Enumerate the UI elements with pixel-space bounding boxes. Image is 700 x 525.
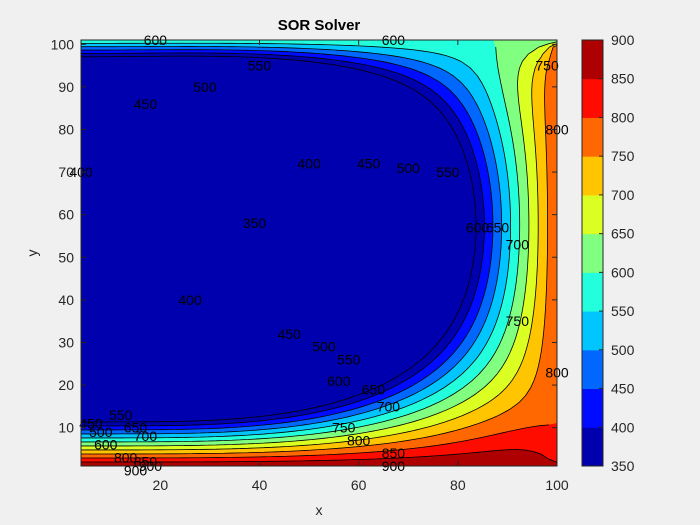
colorbar: 350 400 450 500 550 600 650 700 750 800 850 900: [581, 32, 635, 474]
y-tick-label: 20: [58, 377, 74, 393]
contour-line-600: [81, 47, 521, 443]
contour-label: 500: [397, 160, 421, 176]
contour-line-750: [81, 44, 557, 455]
contour-line-850: [81, 449, 557, 463]
contour-label: 400: [297, 156, 321, 172]
y-tick-label: 80: [58, 121, 74, 137]
y-axis: 10 20 30 40 50 60 70 80 90 100: [51, 36, 557, 436]
x-axis: 20 40 60 80 100: [153, 40, 569, 493]
y-tick-label: 60: [58, 207, 74, 223]
contour-label: 450: [278, 326, 302, 342]
colorbar-tick-label: 550: [611, 303, 635, 319]
contour-line-800: [81, 424, 550, 459]
x-tick-label: 100: [545, 477, 569, 493]
colorbar-tick-label: 700: [611, 187, 635, 203]
contour-label: 750: [332, 420, 356, 436]
contour-label: 700: [377, 398, 401, 414]
colorbar-tick-label: 450: [611, 381, 635, 397]
y-tick-label: 10: [58, 420, 74, 436]
contour-label: 750: [506, 313, 530, 329]
colorbar-band: [582, 233, 603, 273]
contour-label: 450: [134, 96, 158, 112]
colorbar-tick-label: 800: [611, 109, 635, 125]
contour-label: 550: [248, 58, 272, 74]
contour-label: 600: [466, 219, 490, 235]
contour-line-450: [81, 49, 494, 431]
y-axis-label: y: [24, 250, 40, 257]
colorbar-frame: [581, 39, 604, 467]
colorbar-tick-label: 600: [611, 264, 635, 280]
contour-label: 800: [347, 432, 371, 448]
chart-title: SOR Solver: [278, 17, 361, 34]
contour-label: 500: [193, 79, 217, 95]
contour-label: 800: [114, 449, 138, 465]
plot-frame: [80, 39, 558, 467]
contour-label: 900: [124, 462, 148, 478]
colorbar-band: [582, 117, 603, 157]
x-axis-label: x: [316, 502, 323, 518]
contour-label: 500: [312, 339, 336, 355]
y-tick-label: 40: [58, 292, 74, 308]
contour-line-550: [81, 42, 512, 439]
contour-label: 400: [178, 292, 202, 308]
colorbar-band: [582, 427, 603, 467]
y-tick-label: 90: [58, 79, 74, 95]
colorbar-tick-label: 500: [611, 342, 635, 358]
y-tick-label: 100: [51, 36, 75, 52]
colorbar-band: [582, 156, 603, 196]
contour-label: 600: [94, 437, 118, 453]
x-tick-label: 80: [450, 477, 466, 493]
colorbar-band: [582, 194, 603, 235]
contour-label: 600: [327, 373, 351, 389]
contour-line-400: [81, 52, 485, 427]
colorbar-tick-label: 350: [611, 458, 635, 474]
contour-line-650: [81, 41, 557, 447]
x-tick-label: 60: [351, 477, 367, 493]
colorbar-band: [582, 311, 603, 351]
x-tick-label: 40: [252, 477, 268, 493]
contour-line-layer: [81, 41, 557, 463]
contour-line-350: [81, 55, 477, 423]
contour-label: 350: [243, 215, 267, 231]
contour-line-500: [81, 46, 503, 435]
colorbar-tick-label: 900: [611, 32, 635, 48]
contour-label: 550: [109, 407, 133, 423]
colorbar-band: [582, 349, 603, 390]
colorbar-tick-label: 400: [611, 419, 635, 435]
contour-label: 650: [362, 381, 386, 397]
contour-label: 500: [89, 424, 113, 440]
contour-label: 550: [337, 352, 361, 368]
contour-label: 750: [535, 58, 559, 74]
y-tick-label: 50: [58, 249, 74, 265]
colorbar-tick-label: 750: [611, 148, 635, 164]
colorbar-tick-label: 650: [611, 226, 635, 242]
colorbar-band: [582, 40, 603, 80]
contour-label: 700: [506, 236, 530, 252]
contour-line-700: [81, 43, 557, 451]
contour-label: 650: [486, 219, 510, 235]
colorbar-tick-label: 850: [611, 71, 635, 87]
contour-label: 700: [134, 428, 158, 444]
colorbar-band: [582, 272, 603, 312]
x-tick-label: 20: [153, 477, 169, 493]
contour-label: 650: [124, 420, 148, 436]
colorbar-band: [582, 388, 603, 428]
contour-band-350-400: [81, 52, 485, 427]
contour-label: 850: [382, 445, 406, 461]
contour-label: 550: [436, 164, 460, 180]
y-tick-label: 30: [58, 334, 74, 350]
y-tick-label: 70: [58, 164, 74, 180]
colorbar-band: [582, 78, 603, 118]
contour-label: 450: [357, 156, 381, 172]
